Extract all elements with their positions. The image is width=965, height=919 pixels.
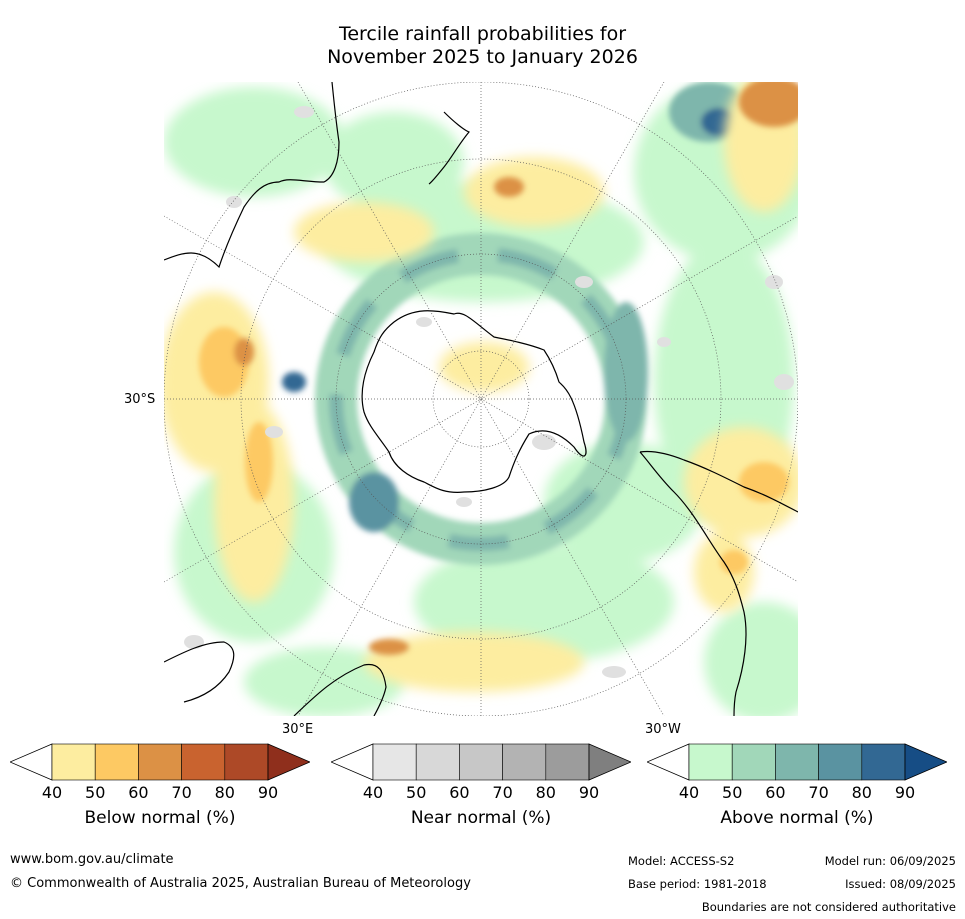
colorbar-above-segment	[688, 743, 733, 781]
colorbar-near-label: Near normal (%)	[410, 808, 552, 828]
colorbar-near-segment	[502, 743, 547, 781]
colorbar-above-tick: 40	[678, 783, 700, 802]
colorbar-near-tick: 70	[492, 783, 513, 802]
probability-map	[164, 82, 798, 716]
colorbar-below-tick: 60	[128, 783, 149, 802]
base-period-text: Base period: 1981-2018	[628, 877, 767, 891]
website-link[interactable]: www.bom.gov.au/climate	[10, 852, 174, 867]
model-text: Model: ACCESS-S2	[628, 854, 735, 868]
model-run-text: Model run: 06/09/2025	[824, 854, 956, 868]
colorbar-near-tick: 50	[406, 783, 427, 802]
colorbar-below-label: Below normal (%)	[84, 808, 236, 828]
colorbar-above-tick: 90	[894, 783, 916, 802]
colorbar-above-tick: 80	[851, 783, 872, 802]
colorbar-below-segment	[94, 743, 139, 781]
colorbar-below-tick: 70	[171, 783, 192, 802]
colorbar-near-tick: 90	[578, 783, 600, 802]
colorbar-above-tick: 50	[722, 783, 743, 802]
colorbar-near-segment	[415, 743, 460, 781]
colorbar-above-svg	[645, 743, 949, 781]
colorbar-above-segment	[861, 743, 906, 781]
colorbar-below-low-arrow	[8, 743, 53, 781]
colorbar-below-svg	[8, 743, 312, 781]
lon-label-30w: 30°W	[645, 722, 681, 737]
colorbar-near-svg	[329, 743, 633, 781]
graticule	[164, 82, 798, 716]
colorbar-near-segment	[459, 743, 503, 781]
colorbar-above-normal: 40 50 60 70 80 90	[645, 743, 949, 802]
polar-map-svg	[164, 82, 798, 716]
colorbar-below-tick: 80	[214, 783, 235, 802]
colorbar-near-tick: 40	[362, 783, 384, 802]
colorbar-above-segment	[818, 743, 863, 781]
colorbar-below-normal: 40 50 60 70 80 90	[8, 743, 312, 802]
colorbar-above-low-arrow	[645, 743, 690, 781]
disclaimer-text: Boundaries are not considered authoritat…	[701, 900, 956, 914]
colorbar-below-high-arrow	[267, 743, 312, 781]
colorbar-near-low-arrow	[329, 743, 374, 781]
colorbar-above-tick: 60	[765, 783, 786, 802]
title-line-1: Tercile rainfall probabilities for	[338, 23, 627, 45]
colorbar-near-high-arrow	[588, 743, 633, 781]
colorbar-below-segment	[181, 743, 226, 781]
colorbar-above-label: Above normal (%)	[720, 808, 874, 828]
colorbar-below-tick: 50	[85, 783, 106, 802]
colorbar-below-segment	[224, 743, 269, 781]
lat-label-30s: 30°S	[124, 392, 156, 407]
title-line-2: November 2025 to January 2026	[327, 46, 638, 68]
colorbar-below-tick: 40	[41, 783, 63, 802]
below-normal-cores	[199, 82, 798, 655]
colorbar-above-high-arrow	[904, 743, 949, 781]
colorbar-above-tick: 70	[808, 783, 829, 802]
colorbar-above-segment	[731, 743, 776, 781]
lon-label-30e: 30°E	[282, 722, 314, 737]
issued-text: Issued: 08/09/2025	[845, 877, 956, 891]
colorbar-below-segment	[51, 743, 96, 781]
coastlines	[164, 82, 798, 716]
colorbar-above-segment	[775, 743, 819, 781]
copyright-text: © Commonwealth of Australia 2025, Austra…	[10, 876, 471, 891]
colorbar-near-segment	[372, 743, 417, 781]
colorbar-near-segment	[545, 743, 590, 781]
near-normal-specks	[184, 106, 794, 678]
colorbar-near-tick: 80	[535, 783, 556, 802]
colorbar-below-segment	[138, 743, 182, 781]
colorbar-near-normal: 40 50 60 70 80 90	[329, 743, 633, 802]
colorbar-near-tick: 60	[449, 783, 470, 802]
colorbar-below-tick: 90	[257, 783, 279, 802]
